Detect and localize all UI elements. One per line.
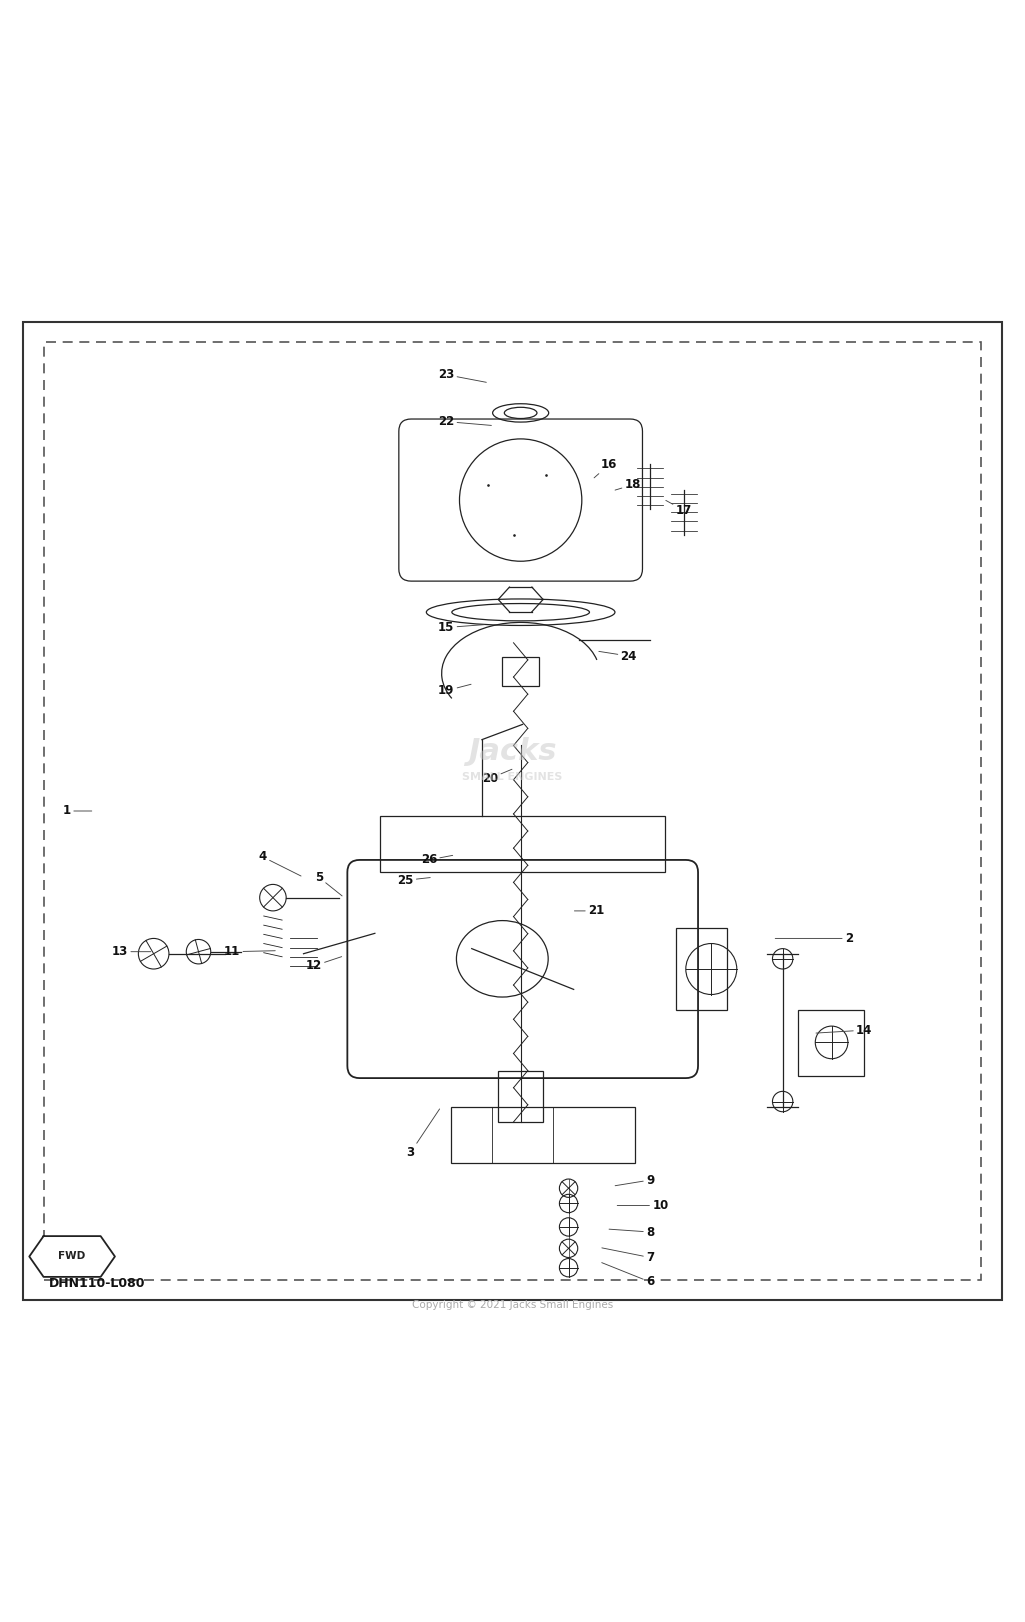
Text: 10: 10 (617, 1199, 668, 1212)
Text: 3: 3 (407, 1109, 440, 1160)
Text: 25: 25 (398, 874, 430, 887)
Text: 20: 20 (482, 769, 511, 785)
Text: 8: 8 (609, 1226, 654, 1239)
Text: 13: 13 (112, 946, 151, 959)
Text: 12: 12 (305, 957, 341, 973)
Text: 16: 16 (594, 457, 617, 478)
Text: 24: 24 (599, 649, 637, 662)
Text: 26: 26 (420, 853, 453, 866)
Text: DHN110-L080: DHN110-L080 (48, 1277, 146, 1289)
Bar (502, 657, 539, 686)
Text: 9: 9 (615, 1174, 654, 1187)
Bar (498, 1071, 543, 1122)
Polygon shape (30, 1236, 115, 1277)
Text: 19: 19 (438, 684, 472, 697)
Text: 5: 5 (315, 871, 342, 895)
Text: 2: 2 (775, 933, 853, 946)
Bar (451, 1106, 634, 1163)
Text: 6: 6 (602, 1262, 654, 1288)
Text: 14: 14 (816, 1023, 872, 1036)
Bar (675, 928, 727, 1011)
Text: 21: 21 (574, 905, 604, 918)
Bar (797, 1011, 864, 1075)
Text: 7: 7 (602, 1247, 654, 1264)
Text: 4: 4 (258, 850, 301, 876)
Text: 1: 1 (63, 805, 92, 817)
Text: 22: 22 (438, 415, 491, 428)
Text: SMALL ENGINES: SMALL ENGINES (462, 772, 563, 782)
Text: Copyright © 2021 Jacks Small Engines: Copyright © 2021 Jacks Small Engines (412, 1301, 613, 1311)
Text: 23: 23 (438, 368, 486, 383)
Text: 18: 18 (615, 478, 641, 491)
Text: Jacks: Jacks (468, 738, 557, 766)
Text: FWD: FWD (58, 1252, 86, 1262)
Text: 11: 11 (224, 946, 276, 959)
Text: 15: 15 (438, 621, 484, 634)
Text: 17: 17 (666, 501, 692, 517)
Bar (380, 816, 665, 873)
